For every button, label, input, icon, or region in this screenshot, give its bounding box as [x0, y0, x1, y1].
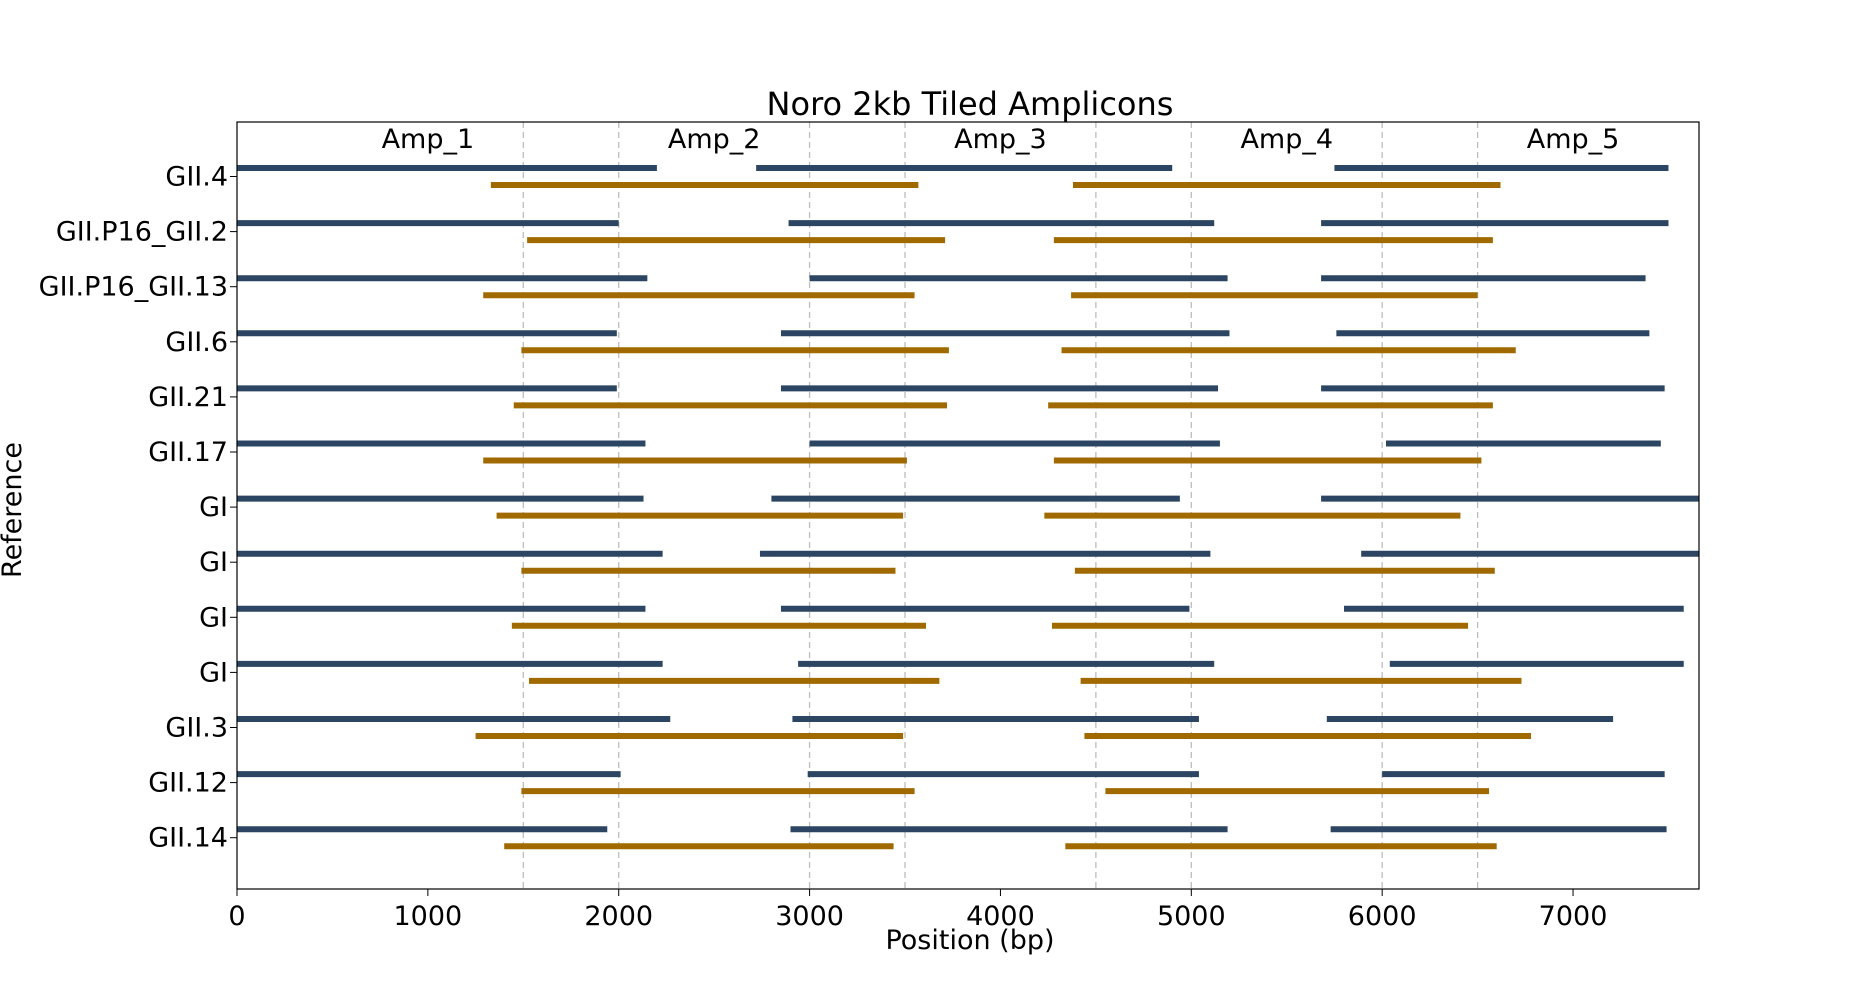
- y-tick-label: GII.21: [148, 382, 228, 413]
- amplicon-bars: [237, 165, 1699, 850]
- x-tick-label: 6000: [1348, 901, 1417, 932]
- amplicon-label: Amp_2: [668, 124, 761, 155]
- y-tick-label: GI: [199, 547, 228, 578]
- amplicon-label: Amp_1: [382, 124, 475, 155]
- y-tick-label: GI: [199, 492, 228, 523]
- amplicon-labels: Amp_1 Amp_2 Amp_3 Amp_4 Amp_5: [382, 124, 1620, 155]
- y-tick-label: GII.6: [165, 327, 228, 358]
- x-tick-label: 0: [228, 901, 245, 932]
- x-tick-labels: 0 1000 2000 3000 4000 5000 6000 7000: [228, 889, 1607, 932]
- y-tick-labels: GII.4 GII.P16_GII.2 GII.P16_GII.13 GII.6 GII…: [39, 162, 237, 854]
- amplicon-label: Amp_5: [1527, 124, 1620, 155]
- y-tick-label: GII.3: [165, 713, 228, 744]
- y-tick-label: GII.4: [165, 162, 228, 193]
- x-tick-label: 4000: [966, 901, 1035, 932]
- amplicon-label: Amp_3: [954, 124, 1047, 155]
- y-tick-label: GII.12: [148, 768, 228, 799]
- y-tick-label: GI: [199, 602, 228, 633]
- x-tick-label: 3000: [775, 901, 844, 932]
- x-axis-label: Position (bp): [885, 925, 1054, 956]
- y-axis-label: Reference: [0, 442, 28, 578]
- x-tick-label: 1000: [394, 901, 463, 932]
- y-tick-label: GI: [199, 657, 228, 688]
- y-tick-label: GII.P16_GII.13: [39, 272, 228, 303]
- y-tick-label: GII.P16_GII.2: [56, 217, 228, 248]
- plot-frame: [236, 121, 1700, 890]
- chart-title: Noro 2kb Tiled Amplicons: [767, 85, 1174, 123]
- gridlines: [522, 122, 1479, 889]
- x-tick-label: 5000: [1157, 901, 1226, 932]
- amplicon-label: Amp_4: [1240, 124, 1333, 155]
- y-tick-label: GII.17: [148, 437, 228, 468]
- x-tick-label: 2000: [584, 901, 653, 932]
- x-tick-label: 7000: [1539, 901, 1608, 932]
- y-tick-label: GII.14: [148, 823, 228, 854]
